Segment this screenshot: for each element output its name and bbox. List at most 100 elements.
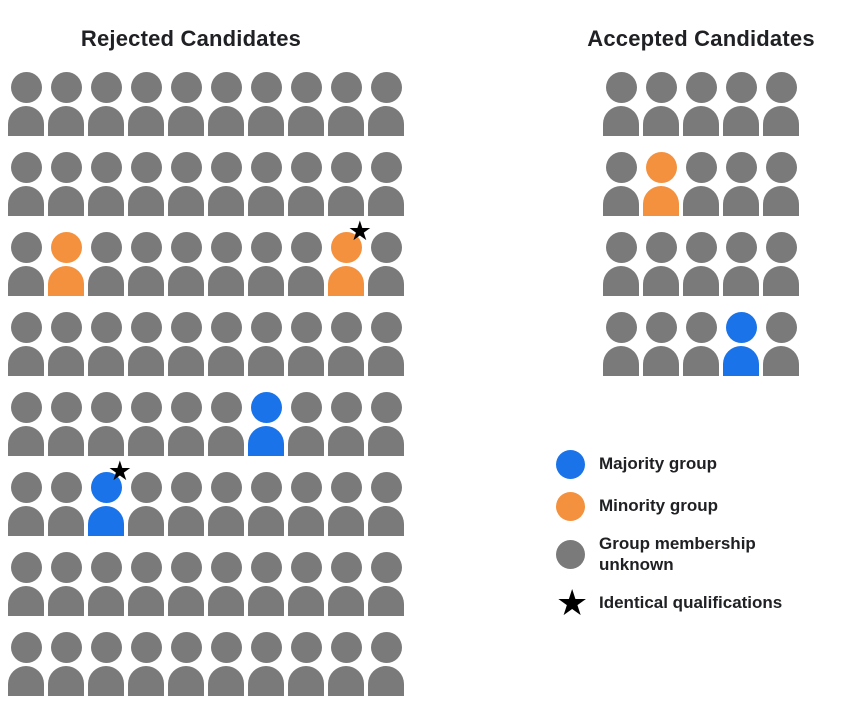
person-icon-unknown [128, 472, 164, 536]
person-head [50, 552, 82, 583]
person-head [290, 232, 322, 263]
person-head [170, 312, 202, 343]
person-icon-unknown [208, 472, 244, 536]
person-torso [48, 186, 84, 216]
person-torso [368, 346, 404, 376]
legend-label: Minority group [599, 496, 718, 516]
person-head [330, 552, 362, 583]
person-icon-unknown [288, 152, 324, 216]
star-icon: ★ [347, 216, 372, 246]
person-icon-unknown [128, 152, 164, 216]
person-torso [288, 266, 324, 296]
person-head [290, 392, 322, 423]
person-torso [8, 346, 44, 376]
person-head [210, 152, 242, 183]
legend-label: Group membership unknown [599, 534, 756, 574]
person-head [330, 392, 362, 423]
person-icon-unknown [763, 232, 799, 296]
person-head [250, 552, 282, 583]
person-torso [208, 346, 244, 376]
person-head [210, 232, 242, 263]
person-icon-unknown [763, 152, 799, 216]
person-torso [128, 346, 164, 376]
person-head [130, 552, 162, 583]
person-head [130, 392, 162, 423]
person-torso [368, 586, 404, 616]
person-torso [128, 266, 164, 296]
unknown-group-circle-icon [556, 540, 585, 570]
person-head [10, 312, 42, 343]
person-torso [683, 346, 719, 376]
person-torso [128, 666, 164, 696]
person-torso [248, 666, 284, 696]
person-head [250, 312, 282, 343]
person-head [370, 472, 402, 503]
person-torso [248, 106, 284, 136]
person-head [10, 392, 42, 423]
star-icon: ★ [107, 456, 132, 486]
person-torso [48, 506, 84, 536]
person-icon-unknown [208, 232, 244, 296]
minority-group-circle-icon [556, 492, 585, 521]
person-head [685, 312, 717, 343]
person-torso [248, 346, 284, 376]
person-torso [603, 266, 639, 296]
person-torso [603, 186, 639, 216]
person-torso [248, 186, 284, 216]
person-torso [248, 586, 284, 616]
person-icon-unknown [288, 552, 324, 616]
person-icon-unknown [603, 232, 639, 296]
person-icon-unknown [208, 392, 244, 456]
person-head [330, 152, 362, 183]
person-torso [48, 346, 84, 376]
person-icon-unknown [288, 72, 324, 136]
person-icon-unknown [8, 552, 44, 616]
person-icon-unknown [208, 552, 244, 616]
person-head [370, 72, 402, 103]
person-head [725, 232, 757, 263]
person-torso [88, 266, 124, 296]
person-icon-unknown [208, 632, 244, 696]
person-torso [723, 106, 759, 136]
person-icon-unknown [368, 472, 404, 536]
person-icon-unknown [8, 312, 44, 376]
person-icon-unknown [48, 632, 84, 696]
person-torso [88, 506, 124, 536]
person-head [605, 312, 637, 343]
person-torso [643, 186, 679, 216]
person-icon-minority [48, 232, 84, 296]
person-torso [48, 106, 84, 136]
person-torso [128, 186, 164, 216]
person-head [130, 72, 162, 103]
person-icon-unknown [168, 472, 204, 536]
person-torso [168, 506, 204, 536]
person-torso [8, 666, 44, 696]
person-head [330, 72, 362, 103]
person-torso [328, 586, 364, 616]
person-icon-unknown [128, 552, 164, 616]
person-icon-unknown [88, 232, 124, 296]
person-torso [88, 186, 124, 216]
person-head [10, 152, 42, 183]
legend-item-group-membership-unknown: Group membership unknown [556, 534, 852, 575]
person-icon-unknown [683, 72, 719, 136]
person-icon-unknown [48, 552, 84, 616]
star-icon: ★ [556, 582, 589, 624]
person-head [290, 632, 322, 663]
person-icon-unknown [288, 392, 324, 456]
person-icon-unknown [88, 632, 124, 696]
person-icon-unknown [128, 632, 164, 696]
person-torso [328, 426, 364, 456]
person-torso [368, 266, 404, 296]
person-torso [248, 426, 284, 456]
person-icon-unknown [683, 232, 719, 296]
person-head [210, 552, 242, 583]
person-icon-unknown [368, 632, 404, 696]
person-head [210, 472, 242, 503]
person-torso [208, 586, 244, 616]
person-icon-unknown [603, 312, 639, 376]
person-torso [368, 106, 404, 136]
person-head [170, 72, 202, 103]
person-head [645, 232, 677, 263]
person-icon-unknown [8, 152, 44, 216]
